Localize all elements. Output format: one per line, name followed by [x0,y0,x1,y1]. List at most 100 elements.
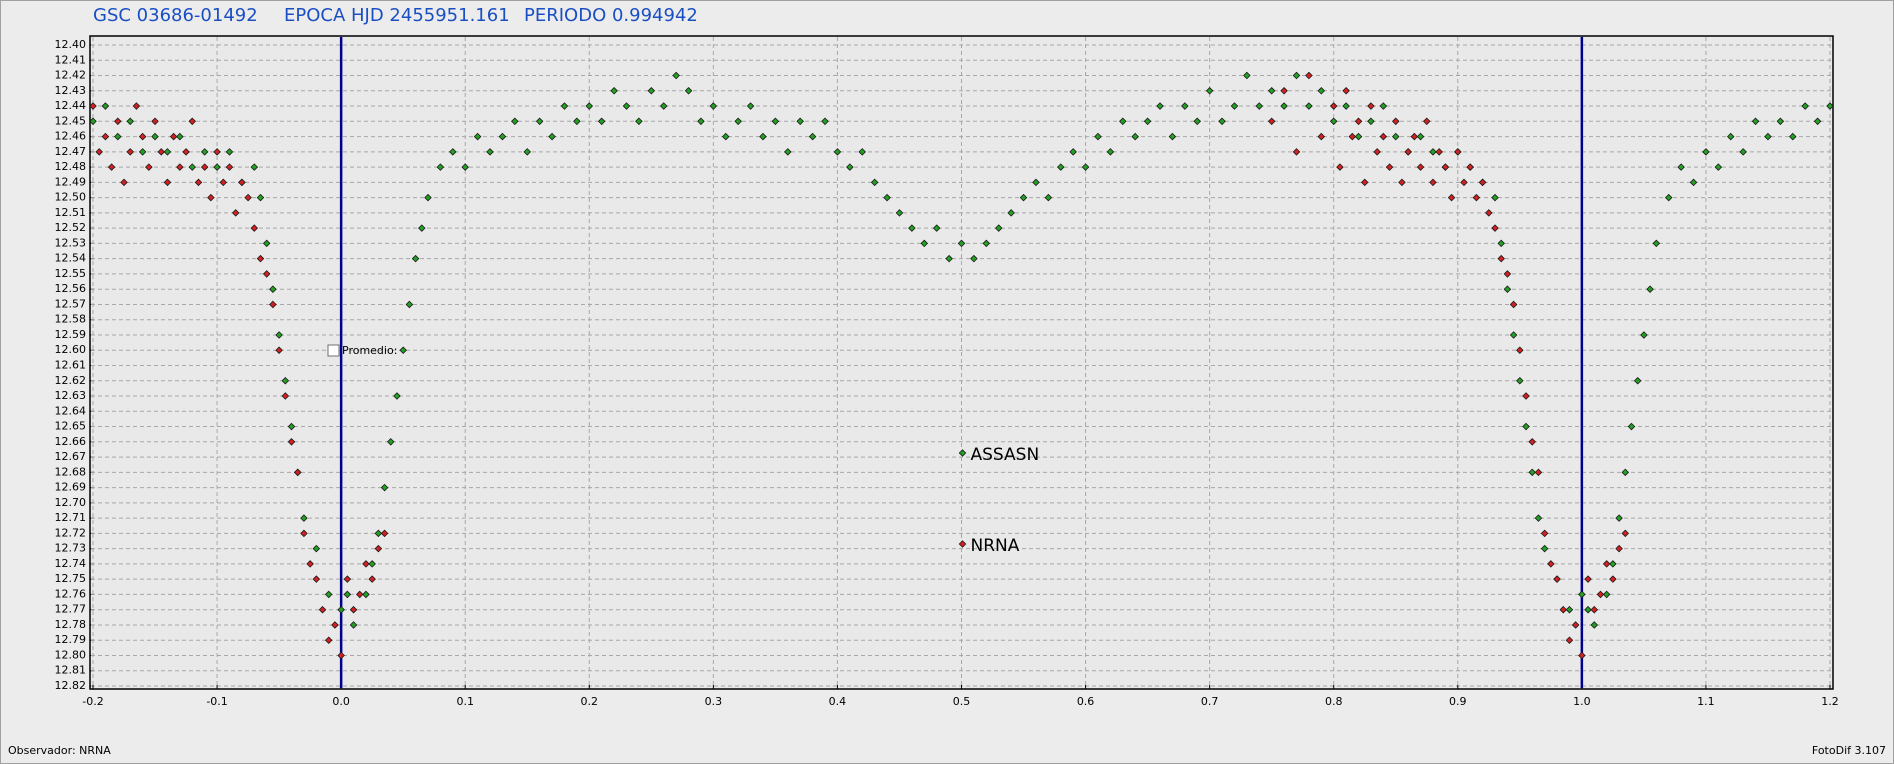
data-point [281,376,290,385]
data-point [1571,621,1580,629]
data-point [194,178,203,187]
data-point [1367,117,1375,126]
data-point [1584,575,1592,583]
data-point [399,346,407,355]
data-point [244,193,252,202]
data-point [597,117,606,126]
data-point [188,163,197,171]
x-tick-label: 0.9 [1449,695,1467,708]
data-point [138,148,147,156]
data-point [355,590,364,599]
y-tick-label: 12.70 [55,496,87,509]
y-tick-label: 12.59 [55,328,87,341]
checkbox[interactable] [327,344,340,357]
data-point [287,422,296,431]
x-tick-label: 1.1 [1697,695,1715,708]
data-point [1305,102,1313,110]
x-tick-label: 0.4 [829,695,847,708]
data-point [796,117,804,126]
data-point [418,224,426,232]
data-point [1391,132,1400,141]
data-point [1354,132,1363,141]
data-point [1416,132,1425,141]
data-point [1602,560,1611,568]
data-point [1503,270,1512,278]
data-point [225,163,234,171]
data-point [306,560,314,568]
data-point [1578,590,1586,599]
y-tick-label: 12.61 [55,359,87,372]
data-point [300,529,308,538]
data-point [250,163,259,171]
legend-marker [958,449,967,457]
version-label: FotoDif 3.107 [1812,744,1886,757]
data-point [1447,193,1456,202]
data-point [1094,132,1102,141]
y-tick-label: 12.63 [55,389,87,402]
y-tick-label: 12.43 [55,84,87,97]
data-point [151,132,159,141]
data-point [1441,163,1450,171]
data-point [1280,87,1288,95]
data-point [324,636,333,644]
data-point [331,621,339,629]
data-point [337,651,345,660]
data-point [1044,193,1053,202]
data-point [771,117,780,126]
data-point [846,163,854,171]
data-point [1354,117,1363,126]
reference-lines [339,37,1584,688]
data-point [1156,102,1164,110]
data-point [1056,163,1065,171]
y-tick-label: 12.42 [55,69,87,82]
data-point [374,544,383,553]
data-point [424,193,432,202]
y-tick-label: 12.80 [55,648,87,661]
data-point [1478,178,1487,187]
y-tick-label: 12.58 [55,313,87,326]
data-point [970,254,978,263]
x-tick-label: 0.3 [705,695,723,708]
average-toggle[interactable]: Promedio: [327,344,397,357]
data-point [318,605,327,614]
data-point [1751,117,1760,126]
y-tick-label: 12.53 [55,236,87,249]
data-point [1547,560,1555,568]
data-point [1702,148,1710,156]
data-point [132,102,141,110]
y-tick-label: 12.78 [55,618,87,631]
data-point [200,148,209,156]
data-point [1348,132,1357,141]
data-point [1497,254,1505,263]
data-point [1776,117,1785,126]
data-point [1336,163,1344,171]
data-point [1534,514,1543,522]
data-point [759,132,767,141]
data-point [287,438,296,446]
data-point [734,117,742,126]
data-point [1373,148,1381,156]
y-tick-label: 12.77 [55,603,87,616]
data-point [207,193,215,202]
data-point [1379,132,1388,141]
data-point [1739,148,1747,156]
data-point [126,148,134,156]
data-point [1522,422,1530,431]
data-point [1540,544,1549,553]
data-point [1267,117,1276,126]
data-point [114,132,122,141]
data-point [169,132,178,141]
data-point [659,102,668,110]
checkbox-label[interactable]: Promedio: [342,344,397,357]
data-point [145,163,153,171]
data-point [808,132,817,141]
data-point [1460,178,1468,187]
y-tick-label: 12.81 [55,664,87,677]
data-point [784,148,792,156]
data-point [1714,163,1723,171]
data-point [610,87,618,95]
data-point [821,117,829,126]
data-point [1789,132,1797,141]
data-point [380,483,389,492]
data-point [1081,163,1090,171]
